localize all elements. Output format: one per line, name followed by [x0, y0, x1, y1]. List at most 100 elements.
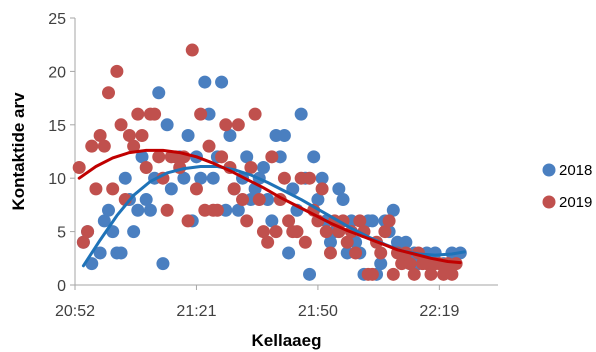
- data-point-2019: [265, 150, 279, 164]
- data-point-2019: [236, 193, 250, 207]
- data-point-2019: [323, 246, 337, 260]
- y-tick-label: 20: [48, 64, 66, 81]
- data-point-2018: [315, 171, 329, 185]
- data-point-2019: [160, 203, 174, 217]
- data-point-2019: [139, 161, 153, 175]
- data-point-2019: [277, 171, 291, 185]
- data-point-2018: [277, 128, 291, 142]
- data-point-2018: [97, 214, 111, 228]
- data-point-2019: [81, 225, 95, 239]
- data-point-2018: [131, 203, 145, 217]
- chart-axes: [74, 18, 498, 286]
- data-point-2018: [282, 246, 296, 260]
- data-point-2019: [210, 203, 224, 217]
- data-point-2018: [181, 128, 195, 142]
- trendline-2019: [77, 148, 462, 265]
- legend-label-2018: 2018: [559, 162, 592, 179]
- data-point-2019: [349, 246, 363, 260]
- data-point-2018: [323, 235, 337, 249]
- data-point-2018: [294, 107, 308, 121]
- data-point-2019: [303, 171, 317, 185]
- data-point-2018: [231, 203, 245, 217]
- data-point-2019: [185, 43, 199, 57]
- data-point-2018: [164, 182, 178, 196]
- data-point-2019: [93, 128, 107, 142]
- data-point-2019: [106, 182, 120, 196]
- data-point-2018: [194, 171, 208, 185]
- data-point-2019: [215, 150, 229, 164]
- data-point-2018: [303, 267, 317, 281]
- data-point-2018: [139, 193, 153, 207]
- y-tick-label: 25: [48, 11, 66, 28]
- data-point-2019: [386, 267, 400, 281]
- data-point-2018: [336, 193, 350, 207]
- data-point-2018: [386, 203, 400, 217]
- data-point-2019: [374, 246, 388, 260]
- data-point-2018: [114, 246, 128, 260]
- data-point-2019: [365, 267, 379, 281]
- data-point-2019: [85, 139, 99, 153]
- x-axis-ticks: 20:52 21:21 21:50 22:19: [55, 285, 459, 320]
- data-point-2018: [177, 171, 191, 185]
- legend-marker-2019: [542, 195, 556, 209]
- y-tick-label: 10: [48, 171, 66, 188]
- data-point-2019: [202, 139, 216, 153]
- x-tick-label: 21:21: [176, 303, 216, 320]
- y-tick-label: 15: [48, 118, 66, 135]
- data-point-2019: [378, 225, 392, 239]
- data-point-2018: [118, 171, 132, 185]
- y-axis-title: Kontaktide arv: [9, 92, 28, 211]
- data-point-2019: [269, 225, 283, 239]
- y-tick-label: 0: [57, 278, 66, 295]
- data-point-2018: [102, 203, 116, 217]
- data-point-2018: [160, 118, 174, 132]
- x-tick-label: 20:52: [55, 303, 95, 320]
- data-point-2019: [231, 118, 245, 132]
- data-point-2019: [290, 225, 304, 239]
- data-point-2019: [282, 214, 296, 228]
- x-tick-label: 21:50: [298, 303, 338, 320]
- y-tick-label: 5: [57, 225, 66, 242]
- data-point-2018: [265, 214, 279, 228]
- data-point-2018: [223, 128, 237, 142]
- data-point-2018: [152, 86, 166, 100]
- data-point-2019: [76, 235, 90, 249]
- data-point-2019: [148, 107, 162, 121]
- data-point-2019: [131, 107, 145, 121]
- data-point-2018: [215, 75, 229, 89]
- data-point-2019: [181, 214, 195, 228]
- x-tick-label: 22:19: [419, 303, 459, 320]
- data-point-2018: [365, 214, 379, 228]
- data-point-2019: [319, 225, 333, 239]
- data-point-2019: [97, 139, 111, 153]
- legend: 2018 2019: [542, 162, 592, 211]
- y-axis-ticks: 0 5 10 15 20 25: [48, 11, 75, 295]
- data-point-2018: [256, 161, 270, 175]
- data-point-2019: [72, 161, 86, 175]
- data-point-2019: [244, 161, 258, 175]
- data-point-2019: [340, 235, 354, 249]
- data-point-2019: [240, 214, 254, 228]
- data-point-2019: [298, 235, 312, 249]
- x-axis-title: Kellaaeg: [252, 331, 322, 350]
- data-point-2019: [135, 128, 149, 142]
- data-point-2019: [219, 118, 233, 132]
- data-point-2019: [102, 86, 116, 100]
- data-point-2018: [311, 193, 325, 207]
- data-point-2018: [143, 203, 157, 217]
- data-point-2018: [399, 235, 413, 249]
- plot-area: [72, 43, 467, 281]
- data-point-2018: [135, 150, 149, 164]
- data-point-2019: [89, 182, 103, 196]
- data-point-2019: [114, 118, 128, 132]
- data-point-2019: [110, 64, 124, 78]
- data-point-2019: [227, 182, 241, 196]
- data-point-2018: [127, 225, 141, 239]
- data-point-2019: [353, 214, 367, 228]
- data-point-2018: [332, 182, 346, 196]
- data-point-2019: [152, 150, 166, 164]
- legend-label-2019: 2019: [559, 194, 592, 211]
- data-point-2019: [445, 267, 459, 281]
- data-point-2019: [248, 107, 262, 121]
